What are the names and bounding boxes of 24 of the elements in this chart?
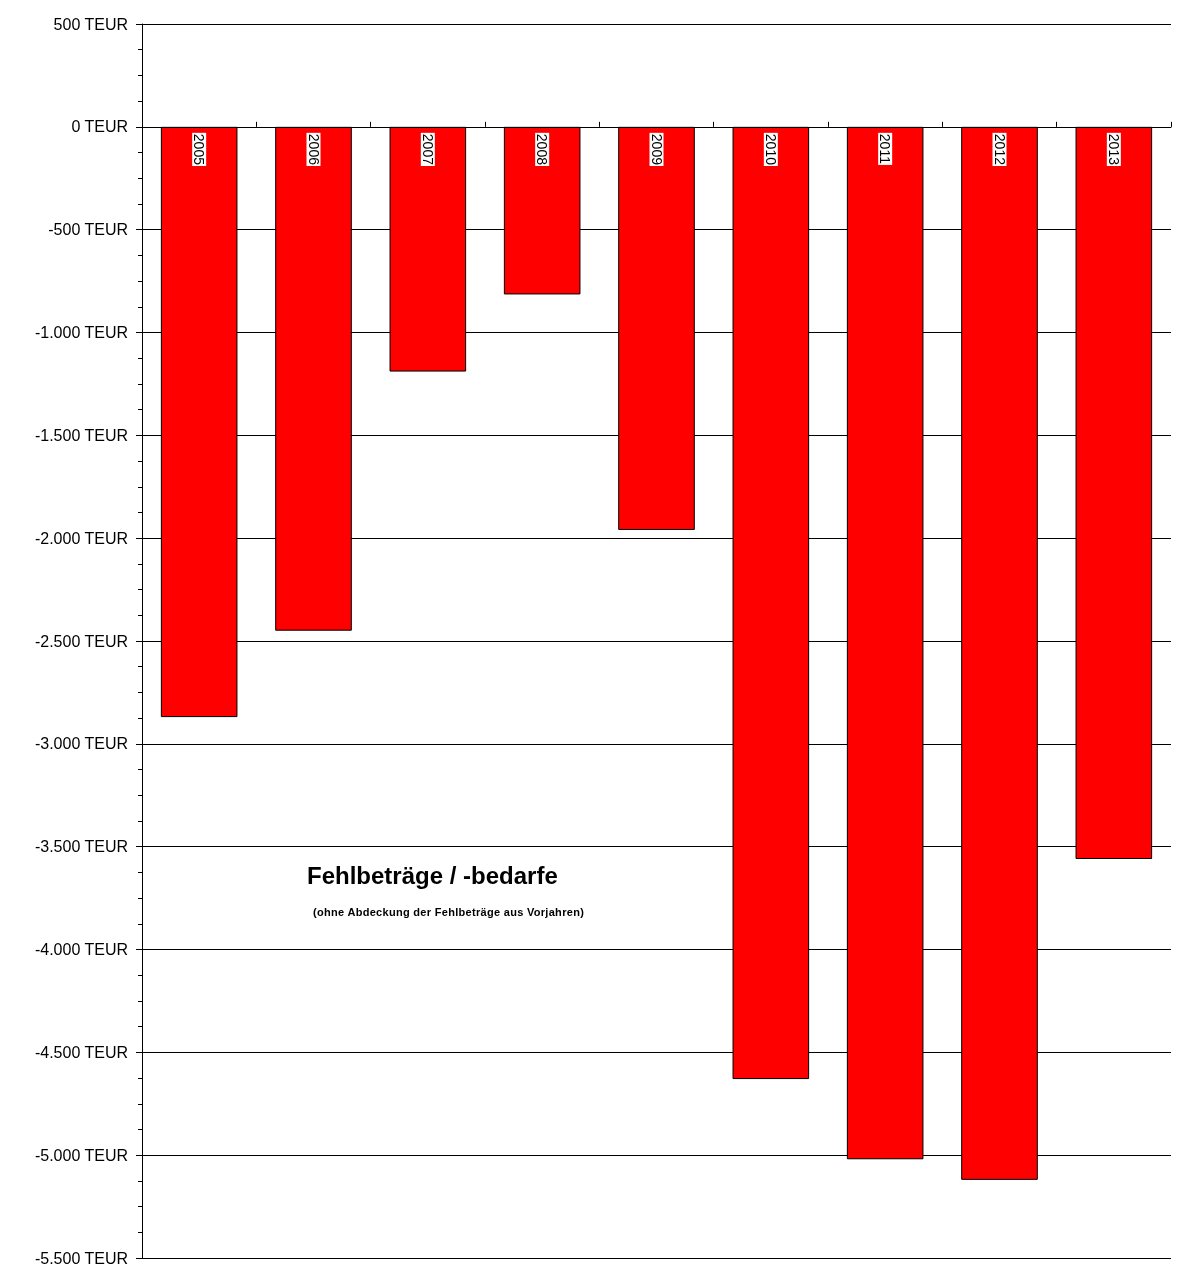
text: Fehlbeträge / -bedarfe — [307, 861, 558, 889]
y-tick-label: -2.000 TEUR — [34, 529, 128, 547]
y-tick-label: 500 TEUR — [53, 15, 128, 33]
x-tick-label: 2011 — [877, 133, 894, 165]
x-tick-label: 2012 — [991, 133, 1008, 166]
y-tick-label: 0 TEUR — [71, 118, 128, 136]
y-tick-label: -500 TEUR — [48, 221, 128, 239]
y-tick-label: -2.500 TEUR — [34, 632, 128, 650]
y-tick-label: -4.000 TEUR — [34, 941, 128, 958]
y-tick-label: -3.500 TEUR — [34, 838, 128, 856]
y-tick-label: -1.000 TEUR — [34, 324, 128, 341]
x-tick-label: 2007 — [419, 133, 436, 166]
x-tick-label: 2005 — [191, 133, 208, 166]
y-tick-label: -5.000 TEUR — [34, 1146, 128, 1164]
x-tick-label: 2006 — [305, 133, 322, 166]
y-tick-label: -5.500 TEUR — [34, 1249, 128, 1266]
y-tick-label: -1.500 TEUR — [34, 426, 128, 444]
x-tick-label: 2010 — [762, 133, 779, 166]
y-tick-label: -4.500 TEUR — [34, 1043, 128, 1061]
x-tick-label: 2009 — [648, 133, 665, 166]
text: (ohne Abdeckung der Fehlbeträge aus Vorjahren) — [313, 905, 586, 920]
x-tick-label: 2013 — [1105, 133, 1122, 166]
y-tick-label: -3.000 TEUR — [34, 735, 128, 753]
x-tick-label: 2008 — [534, 133, 551, 166]
